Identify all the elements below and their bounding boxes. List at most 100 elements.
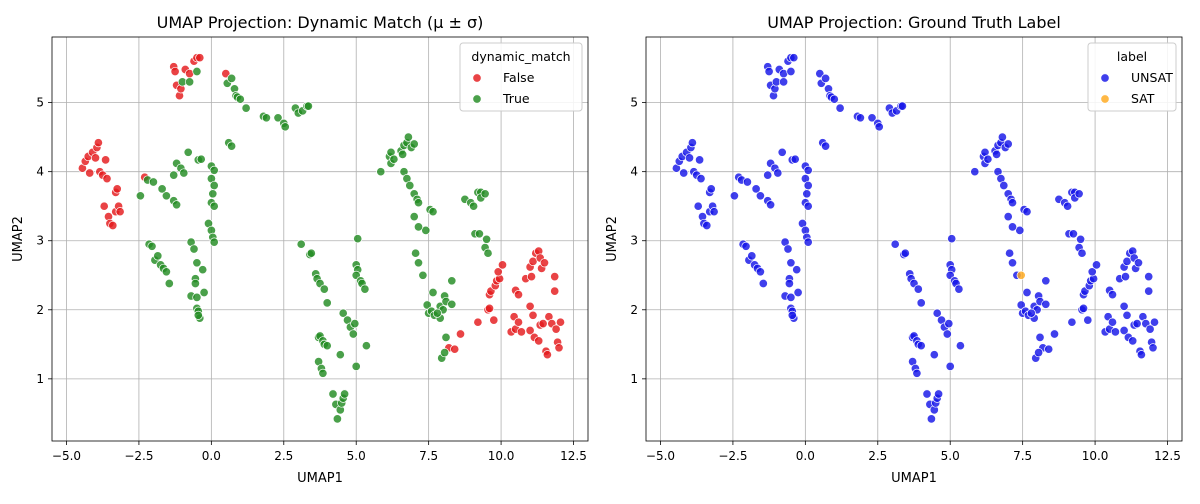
point-unsat [741, 241, 751, 251]
point-true [161, 267, 171, 277]
point-true [421, 225, 431, 235]
point-unsat [916, 341, 926, 351]
point-true [148, 177, 158, 187]
point-true [192, 292, 202, 302]
x-tick-label: 12.5 [560, 449, 587, 463]
x-axis-label: UMAP1 [891, 471, 937, 486]
point-unsat [1035, 332, 1045, 342]
point-true [157, 184, 167, 194]
x-tick-label: 0.0 [796, 449, 815, 463]
point-unsat [913, 284, 923, 294]
point-unsat [803, 237, 813, 247]
point-true [338, 308, 348, 318]
x-tick-label: 2.5 [274, 449, 293, 463]
point-unsat [983, 154, 993, 164]
x-tick-label: 12.5 [1154, 449, 1181, 463]
point-true [361, 341, 371, 351]
point-false [195, 53, 205, 63]
legend-marker-true [472, 94, 482, 104]
point-true [227, 73, 237, 83]
point-true [351, 361, 361, 371]
point-false [534, 336, 544, 346]
point-false [551, 324, 561, 334]
point-unsat [815, 69, 825, 79]
point-true [227, 141, 237, 151]
point-unsat [821, 73, 831, 83]
point-false [115, 207, 125, 217]
point-unsat [1044, 344, 1054, 354]
point-unsat [955, 341, 965, 351]
axis-ticks: −5.0 −2.5 0.0 2.5 5.0 7.5 10.0 12.5 1 2 3 4 5 [630, 96, 1181, 463]
x-tick-label: −5.0 [646, 449, 675, 463]
point-true [474, 229, 484, 239]
point-true [261, 113, 271, 123]
legend-title: label [1117, 49, 1147, 64]
point-unsat [1063, 201, 1073, 211]
point-unsat [992, 149, 1002, 159]
point-unsat [1077, 248, 1087, 258]
point-false [99, 201, 109, 211]
point-unsat [1022, 287, 1032, 298]
point-true [164, 278, 174, 289]
point-unsat [932, 308, 942, 318]
point-true [179, 168, 189, 178]
legend: label UNSAT SAT [1087, 42, 1177, 112]
point-true [153, 251, 163, 261]
point-unsat [890, 239, 900, 249]
point-unsat [751, 184, 761, 194]
point-true [340, 389, 350, 399]
point-true [192, 66, 202, 77]
point-unsat [679, 168, 689, 178]
point-unsat [696, 174, 706, 184]
point-unsat [1015, 225, 1025, 235]
point-unsat [1007, 222, 1018, 232]
point-false [539, 258, 550, 268]
point-false [538, 319, 548, 329]
point-true [332, 414, 342, 424]
point-unsat [947, 234, 957, 244]
point-true [273, 113, 283, 123]
plot-frame [645, 36, 1183, 442]
point-unsat [874, 122, 884, 132]
point-unsat [1005, 248, 1015, 258]
point-false [528, 310, 538, 320]
legend-title: dynamic_match [471, 49, 570, 64]
point-unsat [1007, 258, 1018, 268]
point-unsat [792, 265, 802, 275]
point-true [418, 270, 428, 280]
point-unsat [789, 53, 799, 63]
scatter-points [671, 53, 1160, 424]
point-unsat [867, 113, 877, 123]
point-true [469, 201, 479, 211]
point-unsat [929, 350, 939, 360]
point-unsat [1041, 276, 1051, 286]
dynamic-match-chart: UMAP Projection: Dynamic Match (μ ± σ) U… [11, 13, 589, 486]
point-true [413, 198, 424, 208]
x-tick-label: 10.0 [488, 449, 515, 463]
point-false [550, 286, 560, 296]
point-unsat [687, 138, 697, 148]
point-unsat [926, 414, 936, 424]
point-unsat [1083, 315, 1093, 325]
point-true [193, 310, 203, 320]
point-true [428, 287, 438, 298]
point-true [409, 212, 419, 222]
chart-title: UMAP Projection: Ground Truth Label [767, 13, 1061, 32]
legend-label-false: False [503, 70, 535, 85]
point-unsat [900, 248, 910, 258]
point-true [208, 189, 218, 199]
point-unsat [1136, 350, 1146, 360]
chart-title: UMAP Projection: Dynamic Match (μ ± σ) [157, 13, 484, 32]
point-true [209, 165, 219, 175]
point-unsat [1067, 317, 1077, 327]
point-unsat [944, 319, 954, 329]
point-unsat [1144, 286, 1154, 296]
point-unsat [1022, 207, 1032, 217]
point-true [147, 241, 157, 251]
point-unsat [835, 103, 845, 113]
point-false [525, 301, 535, 311]
point-unsat [1132, 319, 1142, 329]
x-tick-label: 7.5 [419, 449, 438, 463]
point-false [112, 184, 122, 194]
point-unsat [709, 207, 719, 217]
